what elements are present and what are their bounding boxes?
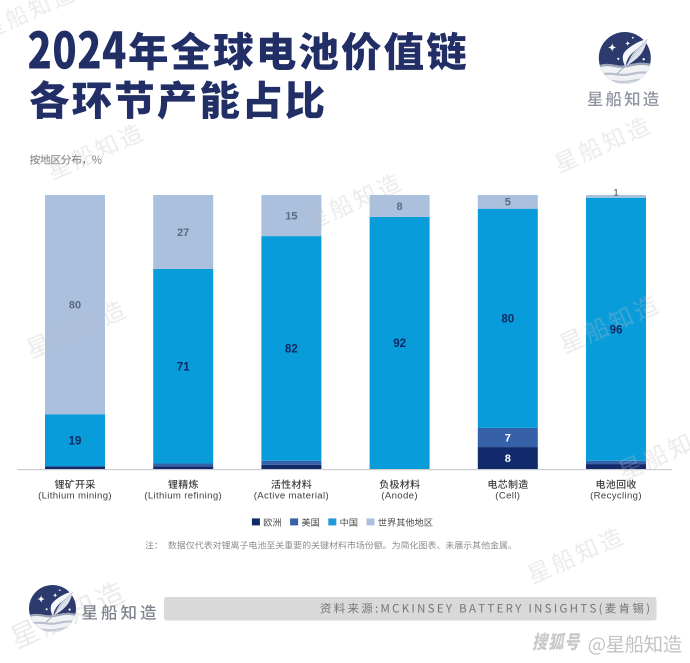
svg-text:(Anode): (Anode) (381, 491, 418, 502)
svg-text:(Lithium mining): (Lithium mining) (38, 491, 112, 502)
svg-text:5: 5 (505, 197, 511, 209)
svg-text:92: 92 (393, 338, 406, 350)
svg-text:27: 27 (177, 227, 189, 239)
svg-text:8: 8 (397, 201, 403, 213)
svg-text:(Cell): (Cell) (495, 491, 520, 502)
svg-text:7: 7 (505, 432, 511, 444)
svg-text:8: 8 (505, 453, 511, 465)
svg-text:19: 19 (69, 435, 82, 447)
svg-text:71: 71 (177, 361, 190, 373)
svg-text:96: 96 (610, 324, 623, 336)
svg-text:(Active material): (Active material) (254, 491, 329, 502)
svg-text:82: 82 (285, 344, 298, 356)
svg-text:80: 80 (69, 299, 81, 311)
svg-text:1: 1 (613, 188, 618, 199)
svg-text:80: 80 (501, 313, 514, 325)
svg-text:(Recycling): (Recycling) (590, 491, 642, 502)
svg-text:15: 15 (285, 210, 297, 222)
svg-text:(Lithium refining): (Lithium refining) (144, 491, 222, 502)
